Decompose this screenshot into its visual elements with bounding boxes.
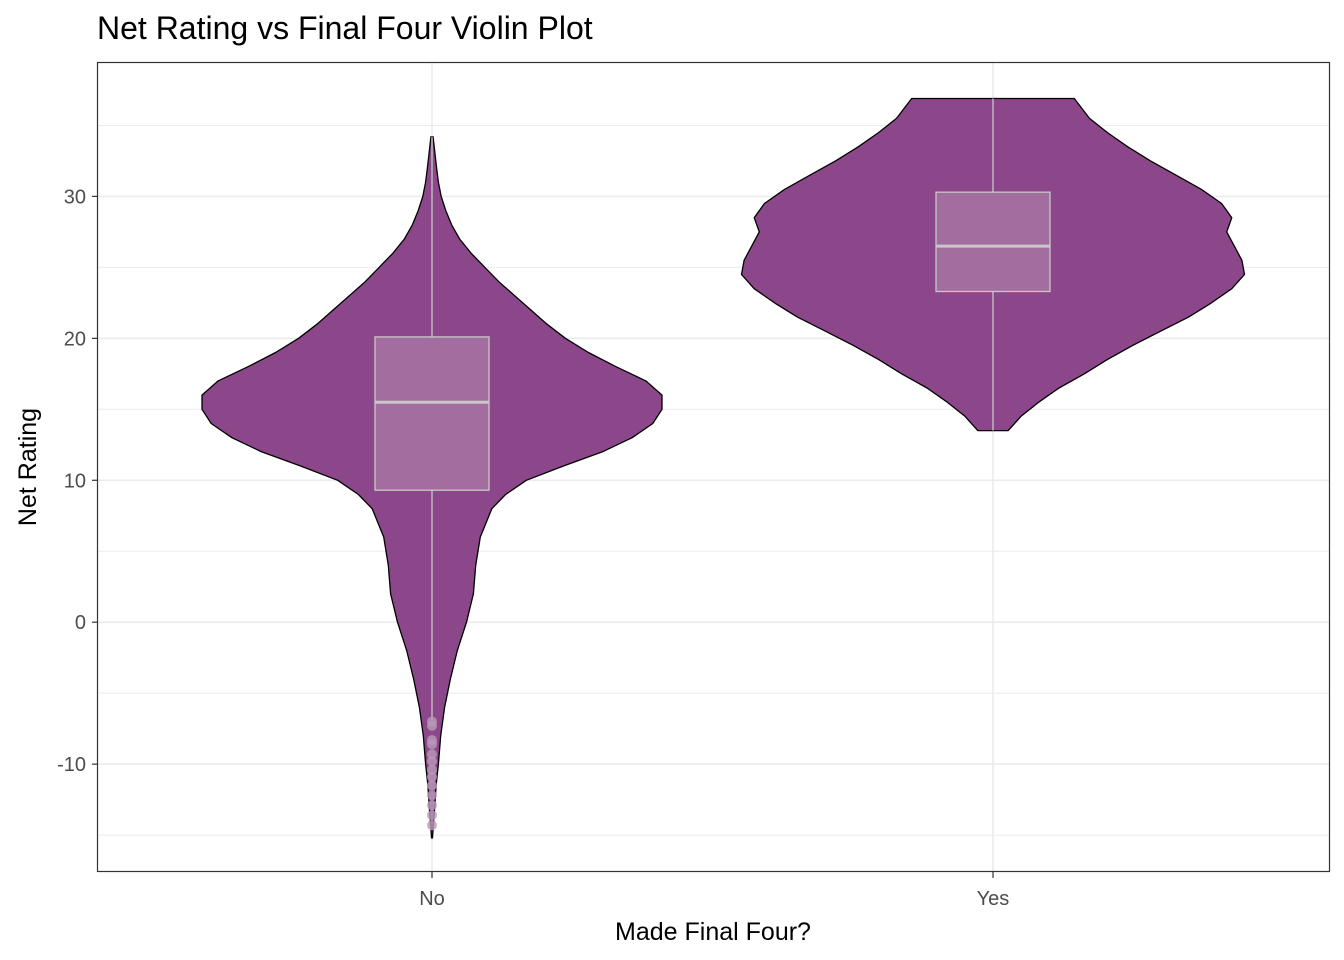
outlier-point bbox=[427, 764, 437, 775]
outlier-point bbox=[427, 820, 437, 831]
outlier-point bbox=[427, 771, 437, 782]
y-tick-label: 0 bbox=[75, 612, 86, 634]
outlier-point bbox=[427, 756, 437, 767]
x-tick-label-no: No bbox=[419, 888, 445, 910]
outlier-point bbox=[427, 800, 437, 811]
outlier-point bbox=[427, 749, 437, 760]
iqr-box bbox=[935, 191, 1051, 293]
outlier-point bbox=[427, 810, 437, 821]
outlier-point bbox=[427, 739, 437, 750]
violins bbox=[201, 97, 1246, 839]
boxplot-no bbox=[374, 136, 490, 831]
boxplots bbox=[374, 98, 1051, 831]
x-tick-label-yes: Yes bbox=[977, 888, 1010, 910]
axes: -10 0 10 20 30 No Yes bbox=[57, 186, 1009, 910]
y-tick-label: -10 bbox=[57, 754, 86, 776]
x-axis-title: Made Final Four? bbox=[615, 918, 811, 946]
y-tick-label: 30 bbox=[64, 186, 86, 208]
y-tick-label: 10 bbox=[64, 470, 86, 492]
panel-border bbox=[96, 61, 1331, 873]
iqr-box bbox=[374, 336, 490, 491]
y-axis-title: Net Rating bbox=[14, 408, 42, 526]
outlier-point bbox=[427, 780, 437, 791]
boxplot-yes bbox=[935, 98, 1051, 431]
outlier-point bbox=[427, 790, 437, 801]
y-tick-label: 20 bbox=[64, 328, 86, 350]
chart-title: Net Rating vs Final Four Violin Plot bbox=[97, 10, 593, 46]
outlier-point bbox=[427, 720, 437, 731]
